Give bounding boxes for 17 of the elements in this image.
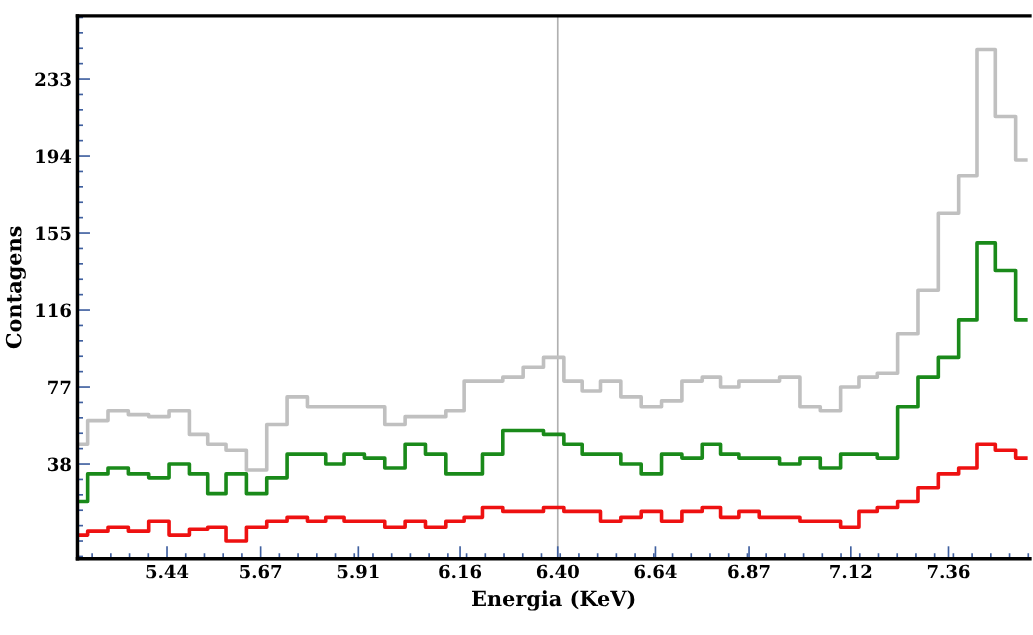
y-tick-label: 38: [48, 457, 71, 472]
y-axis-title: Contagens: [5, 226, 26, 349]
x-tick-label: 7.36: [927, 564, 970, 579]
y-tick-label: 77: [48, 380, 71, 394]
x-tick-label: 7.12: [830, 564, 872, 579]
y-tick-label: 155: [36, 226, 71, 241]
x-tick-label: 5.91: [337, 564, 379, 579]
x-tick-label: 6.64: [634, 564, 677, 579]
x-axis-title: Energia (KeV): [472, 590, 635, 611]
y-tick-label: 233: [35, 72, 71, 87]
x-tick-label: 5.67: [240, 564, 282, 579]
x-tick-label: 6.16: [439, 564, 482, 579]
x-tick-label: 6.87: [728, 564, 770, 579]
x-tick-label: 5.44: [146, 564, 189, 579]
y-tick-label: 194: [36, 149, 72, 164]
y-tick-label: 116: [36, 303, 71, 318]
x-tick-label: 6.40: [536, 564, 579, 579]
